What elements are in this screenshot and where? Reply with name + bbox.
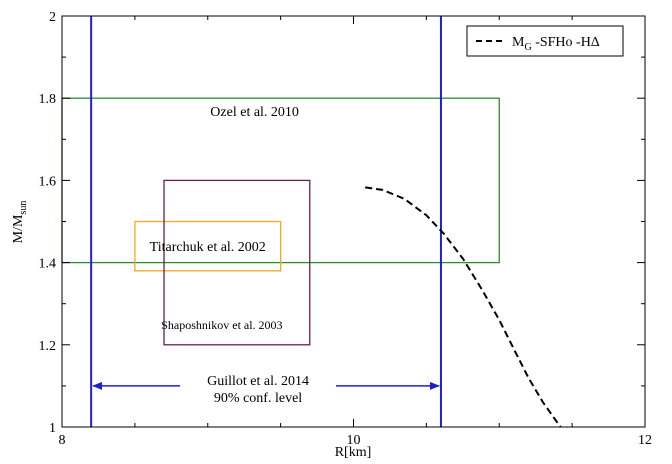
legend-label-rest: -SFHo -HΔ (532, 35, 600, 50)
y-tick-label: 1 (49, 421, 56, 436)
x-tick-label: 12 (638, 433, 652, 448)
region-label-3: Shaposhnikov et al. 2003 (161, 318, 282, 332)
y-axis-label-sub: sun (18, 201, 29, 215)
y-tick-label: 1.2 (39, 339, 57, 354)
y-tick-label: 1.4 (39, 257, 57, 272)
region-box-3 (163, 179, 311, 346)
legend-label-sub: G (524, 42, 531, 53)
x-axis-label: R[km] (335, 445, 372, 460)
x-tick-label: 8 (59, 433, 66, 448)
region-label-2: Titarchuk et al. 2002 (150, 240, 266, 255)
arrow-label-line1: Guillot et al. 2014 (207, 374, 309, 389)
region-labels: Ozel et al. 2010 Titarchuk et al. 2002 Sha… (150, 105, 299, 332)
series-line-1 (365, 186, 562, 427)
axis-tick-labels: 8 10 12 1 1.2 1.4 1.6 1.8 2 (39, 10, 653, 448)
x-tick-label: 10 (347, 433, 361, 448)
series-lines (365, 186, 562, 427)
y-axis-label: M/Msun (11, 201, 29, 244)
arrow-label-line2: 90% conf. level (214, 391, 302, 406)
region-label-1: Ozel et al. 2010 (210, 105, 299, 120)
legend-label: MG -SFHo -HΔ (512, 35, 600, 53)
y-tick-label: 2 (49, 10, 56, 25)
vertical-lines (90, 16, 442, 427)
y-axis-label-main: M/M (11, 214, 26, 243)
arrow-label-bg (180, 371, 337, 400)
y-tick-label: 1.8 (39, 92, 57, 107)
axis-ticks (61, 15, 646, 428)
legend: MG -SFHo -HΔ (466, 25, 624, 57)
region-box-2 (134, 220, 282, 272)
legend-label-main: M (512, 35, 525, 50)
arrow-annotation: Guillot et al. 2014 90% conf. level (92, 371, 440, 406)
legend-box (466, 25, 624, 57)
y-tick-label: 1.6 (39, 174, 57, 189)
region-boxes (61, 97, 500, 346)
